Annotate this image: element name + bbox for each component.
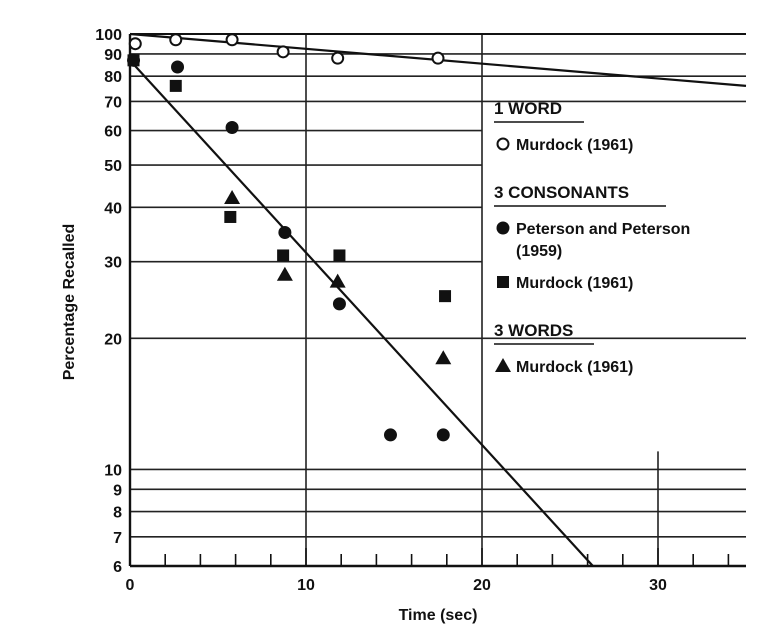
legend-marker	[495, 358, 511, 372]
legend-heading: 3 WORDS	[494, 321, 573, 340]
y-tick-label: 6	[113, 559, 122, 576]
data-point-series-3	[224, 210, 237, 223]
data-point-series-1	[225, 33, 239, 47]
data-point-series-4	[435, 350, 452, 365]
y-tick-label: 80	[104, 69, 122, 86]
y-tick-label: 7	[113, 530, 122, 547]
y-tick-label: 100	[95, 27, 122, 44]
data-point-series-2	[171, 60, 185, 74]
data-point-series-2	[332, 297, 346, 311]
legend-marker	[496, 221, 510, 235]
data-point-series-3	[127, 54, 140, 67]
data-point-series-2	[436, 428, 450, 442]
y-tick-label: 90	[104, 47, 122, 64]
data-point-series-1	[276, 45, 290, 59]
legend-entry-label: Murdock (1961)	[516, 275, 633, 292]
y-tick-label: 60	[104, 124, 122, 141]
legend-heading: 1 WORD	[494, 99, 562, 118]
y-tick-label: 10	[104, 462, 122, 479]
data-point-series-1	[169, 33, 183, 47]
data-point-series-2	[278, 226, 292, 240]
x-tick-label: 30	[649, 577, 667, 594]
legend-heading: 3 CONSONANTS	[494, 183, 629, 202]
data-point-series-1	[431, 51, 445, 65]
y-tick-label: 8	[113, 505, 122, 522]
data-point-series-4	[224, 190, 241, 205]
plot-frame	[128, 33, 746, 568]
y-tick-labels: 100 90 80 70 60 50 40 30 20 10 9 8 7 6	[95, 27, 122, 576]
data-points	[127, 33, 452, 442]
legend-entry-label: Murdock (1961)	[516, 137, 633, 154]
data-point-series-1	[331, 51, 345, 65]
y-tick-label: 9	[113, 482, 122, 499]
trend-line-2	[129, 59, 594, 567]
legend-entry-label: (1959)	[516, 243, 562, 260]
y-tick-label: 70	[104, 94, 122, 111]
data-point-series-3	[439, 290, 452, 303]
x-tick-label: 10	[297, 577, 315, 594]
data-point-series-1	[128, 37, 142, 51]
data-point-series-3	[169, 79, 182, 92]
grid	[130, 33, 746, 567]
legend-marker	[497, 276, 509, 288]
data-point-series-4	[276, 266, 293, 281]
y-tick-label: 40	[104, 200, 122, 217]
legend-marker	[496, 137, 510, 151]
data-point-series-2	[225, 120, 239, 134]
y-tick-label: 50	[104, 158, 122, 175]
legend-entry-label: Murdock (1961)	[516, 359, 633, 376]
data-point-series-2	[383, 428, 397, 442]
x-axis-label: Time (sec)	[399, 607, 478, 624]
x-tick-labels: 0 10 20 30	[126, 577, 667, 594]
data-point-series-3	[277, 249, 290, 262]
y-axis-label: Percentage Recalled	[61, 224, 78, 381]
y-tick-label: 20	[104, 331, 122, 348]
x-tick-label: 0	[126, 577, 135, 594]
legend: 1 WORD Murdock (1961) 3 CONSONANTS Peterson…	[494, 99, 690, 376]
y-tick-label: 30	[104, 255, 122, 272]
data-point-series-4	[329, 273, 346, 288]
legend-entry-label: Peterson and Peterson	[516, 221, 690, 238]
x-tick-label: 20	[473, 577, 491, 594]
data-point-series-3	[333, 249, 346, 262]
trend-lines	[129, 32, 747, 567]
